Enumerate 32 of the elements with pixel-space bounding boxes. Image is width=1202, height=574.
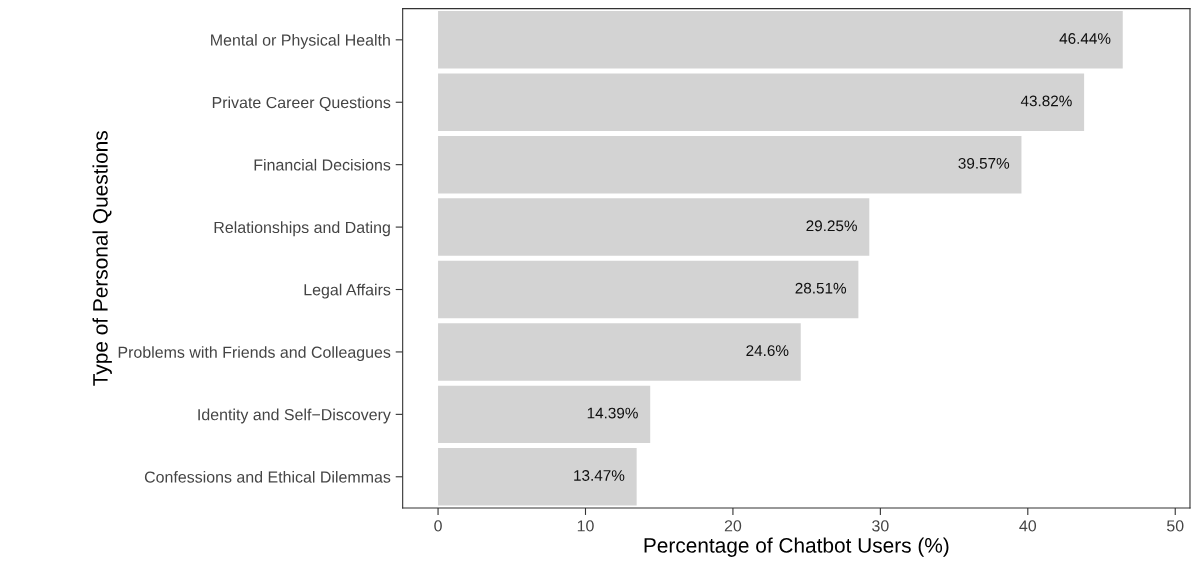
bar [438, 448, 637, 506]
y-tick-label: Financial Decisions [254, 158, 391, 171]
x-tick-label: 40 [1019, 520, 1037, 532]
y-tick-label: Mental or Physical Health [211, 34, 390, 49]
data-label: 28.51% [795, 282, 847, 294]
bar [438, 323, 801, 381]
x-tick-label: 30 [872, 520, 889, 532]
x-tick-label: 50 [1166, 520, 1184, 532]
data-label: 43.82% [1020, 95, 1072, 107]
x-tick-label: 0 [434, 520, 442, 532]
x-axis-title: Percentage of Chatbot Users (%) [644, 537, 949, 557]
x-tick-label: 20 [724, 520, 742, 532]
data-label: 24.6% [746, 345, 789, 357]
data-label: 46.44% [1059, 33, 1111, 44]
y-tick-label: Private Career Questions [212, 96, 391, 112]
y-tick-label: Problems with Friends and Colleagues [118, 346, 391, 362]
data-label: 14.39% [587, 407, 638, 419]
bar [438, 260, 859, 319]
data-label: 39.57% [958, 157, 1010, 169]
x-tick-label: 10 [577, 520, 594, 532]
y-axis-title: Type of Personal Questions [92, 131, 112, 386]
y-tick-label: Identity and Self−Discovery [198, 408, 391, 424]
bar [438, 198, 870, 256]
y-tick-label: Confessions and Ethical Dilemmas [144, 470, 391, 483]
data-label: 29.25% [806, 220, 857, 232]
data-label: 13.47% [574, 470, 625, 481]
y-tick-label: Legal Affairs [304, 283, 391, 299]
y-tick-label: Relationships and Dating [214, 221, 390, 237]
bar [438, 73, 1085, 131]
bar [438, 135, 1022, 194]
bar [438, 385, 651, 444]
bar [438, 11, 1123, 69]
